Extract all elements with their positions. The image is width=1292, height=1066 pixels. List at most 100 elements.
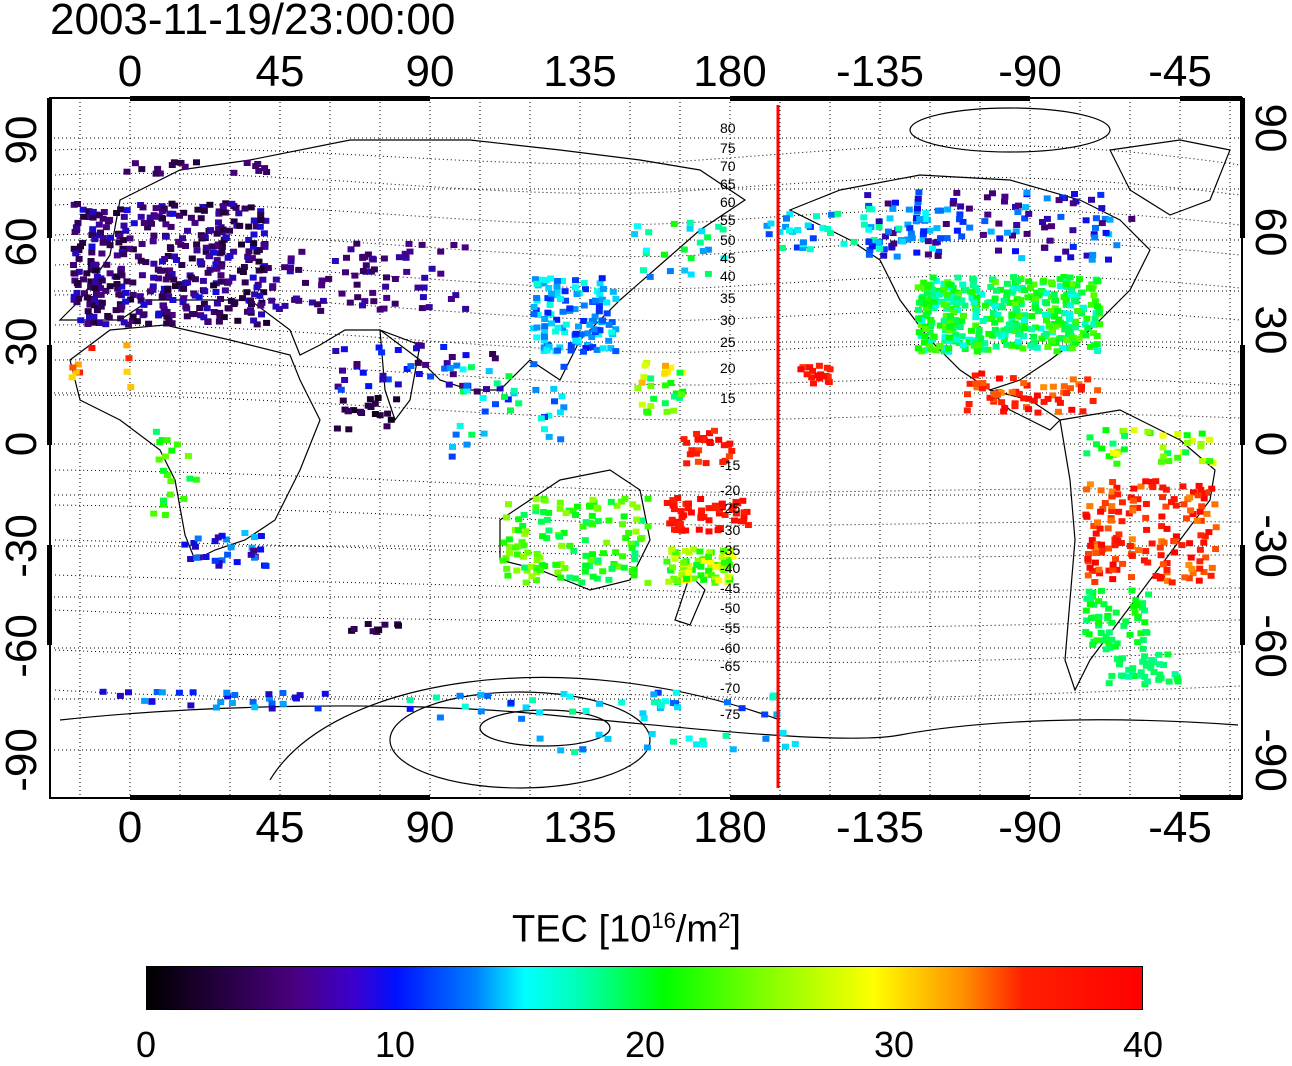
tec-point [946,327,954,334]
tec-point [1143,660,1151,667]
tec-point [566,574,574,581]
tec-point [815,362,823,369]
tec-point [1102,633,1110,640]
tec-point [170,276,178,283]
tec-point [69,364,77,371]
tec-point [265,695,273,702]
tec-point [342,269,349,276]
tec-point [644,579,652,586]
tec-point [1068,345,1076,352]
tec-point [666,268,674,275]
tec-point [981,340,989,347]
tec-point [1128,552,1136,559]
tec-point [1020,380,1028,387]
tec-point [995,247,1002,254]
tec-point [90,302,98,309]
contour-label: -15 [720,457,740,473]
tec-point [1126,543,1134,549]
tec-point [231,299,239,306]
tec-point [196,305,204,311]
tec-point [589,521,597,528]
tec-point [414,359,422,366]
tec-point [582,552,590,559]
tec-point [567,347,575,354]
tec-point [125,689,132,696]
tec-point [765,231,773,238]
tec-point [215,219,222,226]
tec-point [1116,656,1124,663]
tec-point [103,261,111,268]
tec-point [874,239,882,246]
tec-point [1144,559,1152,566]
tec-point [944,206,952,213]
tec-point [519,523,527,529]
tec-point [987,284,995,290]
tec-point [532,307,540,314]
tec-point [1003,341,1011,348]
tec-point [251,291,259,298]
tec-point [562,297,570,304]
tec-point [1105,567,1113,574]
tec-point [175,281,183,288]
bottom-lon-tick: -90 [998,803,1062,852]
tec-point [917,332,925,339]
tec-point [225,278,233,285]
tec-point [1159,432,1167,439]
tec-point [1180,501,1188,508]
tec-point [1089,398,1097,404]
tec-point [599,345,607,352]
tec-point [420,284,428,291]
tec-point [210,249,217,256]
tec-point [729,553,737,560]
tec-point [991,327,999,333]
tec-point [657,702,665,709]
magnetic-pole-contours [269,107,1111,789]
tec-point [1188,565,1196,572]
tec-point [1141,653,1149,660]
tec-point [1086,343,1094,350]
tec-point [671,555,679,562]
tec-point [422,361,430,368]
tec-point [463,382,471,389]
tec-point [163,437,171,444]
tec-point [1009,232,1016,239]
tec-point [102,287,110,294]
tec-point [215,210,223,217]
tec-point [1082,607,1090,614]
tec-point [808,374,816,381]
tec-point [560,690,568,697]
tec-point [406,248,414,255]
tec-point [533,569,541,576]
tec-point [884,200,892,207]
tec-point [1108,508,1116,514]
tec-point [257,208,265,215]
tec-point [920,228,928,235]
tec-point [1108,672,1116,679]
tec-point [1001,331,1009,338]
tec-point [1034,308,1042,315]
tec-point [981,218,989,225]
tec-point [319,297,327,304]
tec-point [1142,501,1150,507]
tec-point [553,286,561,293]
tec-point [83,294,91,301]
tec-point [590,326,598,333]
tec-point [1033,344,1041,351]
tec-point [634,223,641,230]
tec-point [557,574,565,581]
tec-point [716,563,724,570]
tec-point [70,293,78,300]
tec-point [119,237,127,244]
tec-point [1090,321,1098,328]
tec-point [247,297,255,304]
tec-point [1069,227,1077,234]
tec-point [1071,191,1078,197]
tec-point [382,283,390,290]
tec-point [218,240,226,247]
tec-point [926,329,934,336]
tec-point [200,207,208,214]
tec-point [1190,489,1197,496]
tec-point [1056,283,1064,290]
tec-point [935,248,943,255]
